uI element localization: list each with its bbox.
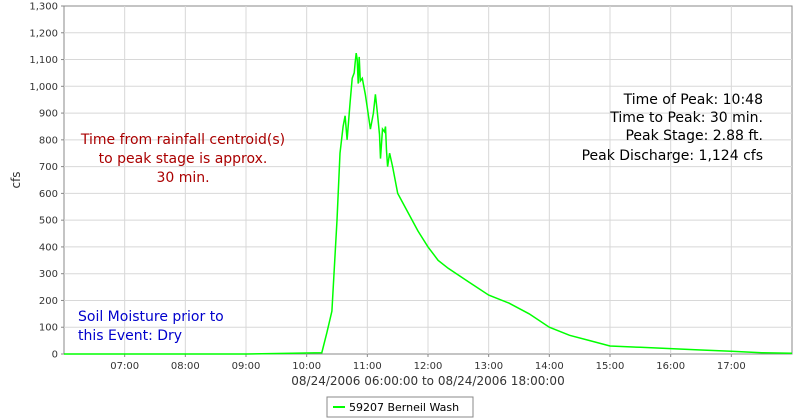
y-tick-label: 800 xyxy=(39,135,58,146)
peak-line-2: Time to Peak: 30 min. xyxy=(609,110,763,126)
x-tick-label: 14:00 xyxy=(535,361,564,372)
y-tick-label: 200 xyxy=(39,296,58,307)
y-tick-label: 600 xyxy=(39,189,58,200)
x-tick-labels: 07:00 08:00 09:00 10:00 11:00 12:00 13:00 14:00… xyxy=(110,354,746,372)
x-tick-label: 15:00 xyxy=(596,361,625,372)
legend-box xyxy=(326,396,474,418)
peak-line-1: Time of Peak: 10:48 xyxy=(623,92,763,108)
x-tick-label: 07:00 xyxy=(110,361,139,372)
rainfall-line-3: 30 min. xyxy=(156,170,209,186)
y-tick-label: 300 xyxy=(39,269,58,280)
peak-annotation: Time of Peak: 10:48 Time to Peak: 30 min… xyxy=(582,92,763,164)
rainfall-line-2: to peak stage is approx. xyxy=(99,151,268,167)
x-tick-label: 08:00 xyxy=(171,361,200,372)
y-tick-label: 700 xyxy=(39,162,58,173)
legend: 59207 Berneil Wash xyxy=(326,396,474,418)
y-tick-label: 1,200 xyxy=(29,28,58,39)
y-tick-labels: 0 100 200 300 400 500 600 700 800 900 1,000 1,100 1,… xyxy=(29,2,64,361)
x-tick-label: 16:00 xyxy=(656,361,685,372)
grid-lines xyxy=(64,6,792,354)
x-axis-label: 08/24/2006 06:00:00 to 08/24/2006 18:00:… xyxy=(291,374,564,388)
soil-annotation: Soil Moisture prior to this Event: Dry xyxy=(78,309,224,344)
x-tick-label: 13:00 xyxy=(474,361,503,372)
y-tick-label: 500 xyxy=(39,216,58,227)
y-tick-label: 1,300 xyxy=(29,2,58,13)
y-tick-label: 100 xyxy=(39,323,58,334)
series-line-berneil-wash xyxy=(64,52,793,355)
y-tick-label: 0 xyxy=(52,350,58,361)
soil-line-1: Soil Moisture prior to xyxy=(78,309,224,325)
legend-label: 59207 Berneil Wash xyxy=(349,401,459,414)
x-tick-label: 09:00 xyxy=(232,361,261,372)
y-tick-label: 1,000 xyxy=(29,82,58,93)
y-tick-label: 400 xyxy=(39,242,58,253)
y-tick-label: 900 xyxy=(39,109,58,120)
x-tick-label: 10:00 xyxy=(292,361,321,372)
peak-line-3: Peak Stage: 2.88 ft. xyxy=(625,128,763,144)
y-tick-label: 1,100 xyxy=(29,55,58,66)
peak-line-4: Peak Discharge: 1,124 cfs xyxy=(582,148,763,164)
rainfall-line-1: Time from rainfall centroid(s) xyxy=(80,132,285,148)
x-tick-label: 12:00 xyxy=(414,361,443,372)
y-axis-label: cfs xyxy=(9,171,23,188)
x-tick-label: 11:00 xyxy=(353,361,382,372)
soil-line-2: this Event: Dry xyxy=(78,328,182,344)
x-tick-label: 17:00 xyxy=(717,361,746,372)
rainfall-annotation: Time from rainfall centroid(s) to peak s… xyxy=(80,132,285,186)
